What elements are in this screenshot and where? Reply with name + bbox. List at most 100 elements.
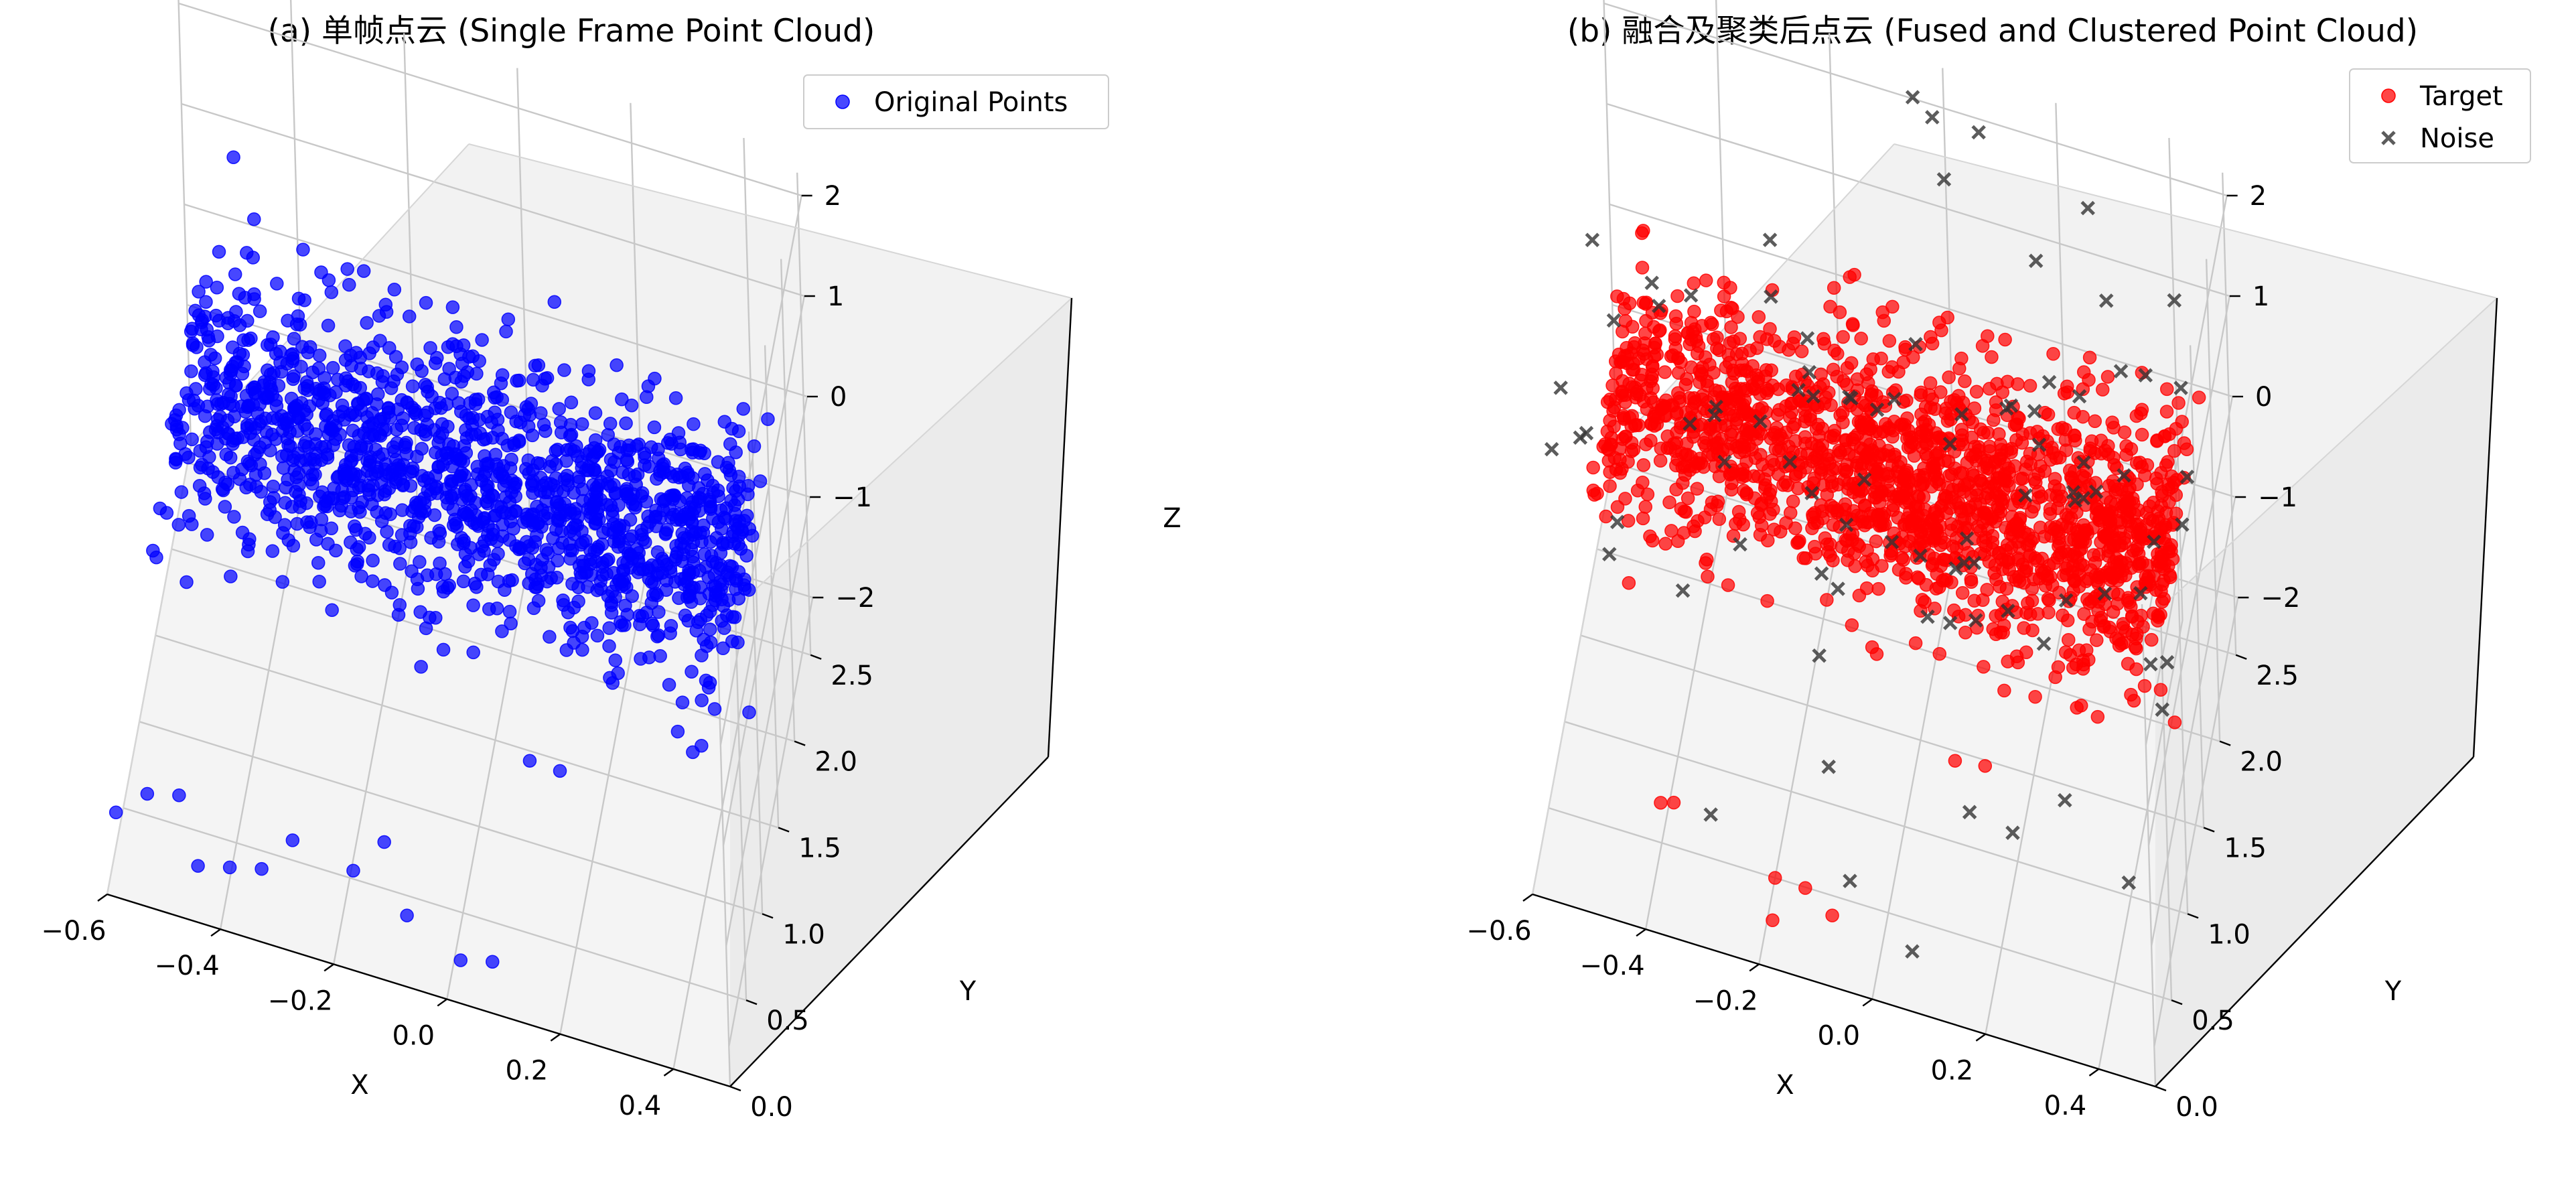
data-point bbox=[589, 555, 603, 569]
data-point bbox=[1636, 511, 1650, 526]
data-point bbox=[2161, 455, 2175, 469]
data-point bbox=[198, 492, 212, 506]
data-point bbox=[2125, 519, 2139, 533]
data-point bbox=[608, 653, 622, 668]
noise-point bbox=[2031, 437, 2047, 452]
noise-point bbox=[1651, 298, 1666, 314]
data-point bbox=[677, 540, 691, 554]
data-point bbox=[348, 519, 362, 533]
data-point bbox=[2125, 491, 2140, 506]
z-axis-label: Z bbox=[1163, 503, 1181, 534]
data-point bbox=[487, 553, 501, 567]
data-point bbox=[2023, 426, 2037, 440]
x-tick bbox=[550, 1033, 561, 1042]
x-tick bbox=[2088, 1068, 2100, 1076]
side-pane bbox=[2155, 298, 2497, 1087]
data-point bbox=[263, 495, 277, 509]
data-point bbox=[1616, 432, 1630, 446]
data-point bbox=[174, 485, 189, 499]
data-point bbox=[204, 348, 218, 362]
data-point bbox=[543, 630, 557, 644]
data-point bbox=[2105, 415, 2119, 429]
data-point bbox=[377, 487, 392, 502]
data-point bbox=[352, 540, 366, 554]
data-point bbox=[678, 608, 693, 623]
data-point bbox=[619, 416, 633, 431]
data-point bbox=[2042, 593, 2056, 608]
data-point bbox=[275, 575, 290, 589]
data-point bbox=[1871, 581, 1885, 596]
data-point bbox=[291, 291, 306, 305]
x-tick-label: −0.4 bbox=[1580, 951, 1645, 981]
data-point bbox=[350, 557, 364, 571]
data-point bbox=[1865, 384, 1879, 399]
data-point bbox=[591, 445, 605, 459]
data-point bbox=[396, 477, 411, 492]
data-point bbox=[528, 535, 543, 549]
data-point bbox=[685, 495, 700, 509]
data-point bbox=[2106, 531, 2121, 545]
data-point bbox=[1729, 416, 1743, 430]
data-point bbox=[140, 786, 155, 801]
noise-point bbox=[1887, 391, 1902, 407]
data-point bbox=[410, 520, 424, 535]
y-tick bbox=[2219, 740, 2231, 746]
data-point bbox=[2116, 563, 2130, 577]
data-point bbox=[1636, 458, 1651, 472]
data-point bbox=[285, 347, 300, 361]
data-point bbox=[1973, 547, 1988, 561]
noise-point bbox=[2175, 517, 2190, 532]
noise-point bbox=[2076, 455, 2091, 470]
data-point bbox=[636, 533, 650, 547]
x-tick-label: −0.6 bbox=[1466, 916, 1531, 947]
data-point bbox=[1723, 281, 1737, 295]
data-point bbox=[2060, 613, 2075, 628]
data-point bbox=[2139, 506, 2154, 520]
data-point bbox=[1929, 581, 1944, 596]
data-point bbox=[526, 601, 541, 616]
noise-point bbox=[2159, 654, 2175, 670]
data-point bbox=[260, 338, 275, 352]
data-point bbox=[629, 478, 643, 492]
data-point bbox=[1862, 421, 1877, 435]
y-tick-label: 1.0 bbox=[2208, 919, 2250, 950]
data-point bbox=[1955, 585, 1970, 600]
panel-single-frame: (a) 单帧点云 (Single Frame Point Cloud) −0.6… bbox=[41, 0, 1182, 1123]
data-point bbox=[372, 427, 387, 441]
z-tick-label: 0 bbox=[830, 382, 847, 413]
data-point bbox=[1830, 369, 1844, 384]
data-point bbox=[616, 465, 630, 480]
data-point bbox=[1923, 376, 1938, 391]
data-point bbox=[1666, 795, 1681, 810]
data-point bbox=[353, 380, 367, 395]
noise-point bbox=[1925, 110, 1940, 125]
data-point bbox=[1670, 425, 1684, 439]
data-point bbox=[225, 359, 240, 374]
data-point bbox=[324, 285, 339, 299]
data-point bbox=[2138, 468, 2152, 482]
data-point bbox=[507, 438, 521, 452]
chart-title: (b) 融合及聚类后点云 (Fused and Clustered Point … bbox=[1567, 13, 2418, 50]
data-point bbox=[575, 417, 589, 431]
data-point bbox=[624, 398, 639, 413]
data-point bbox=[1687, 304, 1701, 319]
data-point bbox=[447, 518, 461, 533]
data-point bbox=[469, 427, 483, 442]
data-point bbox=[707, 702, 722, 716]
data-point bbox=[1858, 498, 1872, 512]
data-point bbox=[569, 502, 583, 516]
data-point bbox=[1700, 374, 1714, 389]
data-point bbox=[415, 441, 429, 456]
data-point bbox=[685, 516, 699, 530]
data-point bbox=[338, 339, 352, 354]
data-point bbox=[314, 512, 329, 527]
data-point bbox=[438, 567, 452, 581]
data-point bbox=[1749, 423, 1763, 437]
data-point bbox=[286, 539, 301, 553]
data-point bbox=[2067, 405, 2082, 420]
data-point bbox=[2082, 596, 2096, 610]
data-point bbox=[2145, 632, 2159, 647]
data-point bbox=[317, 387, 332, 402]
data-point bbox=[362, 483, 376, 497]
